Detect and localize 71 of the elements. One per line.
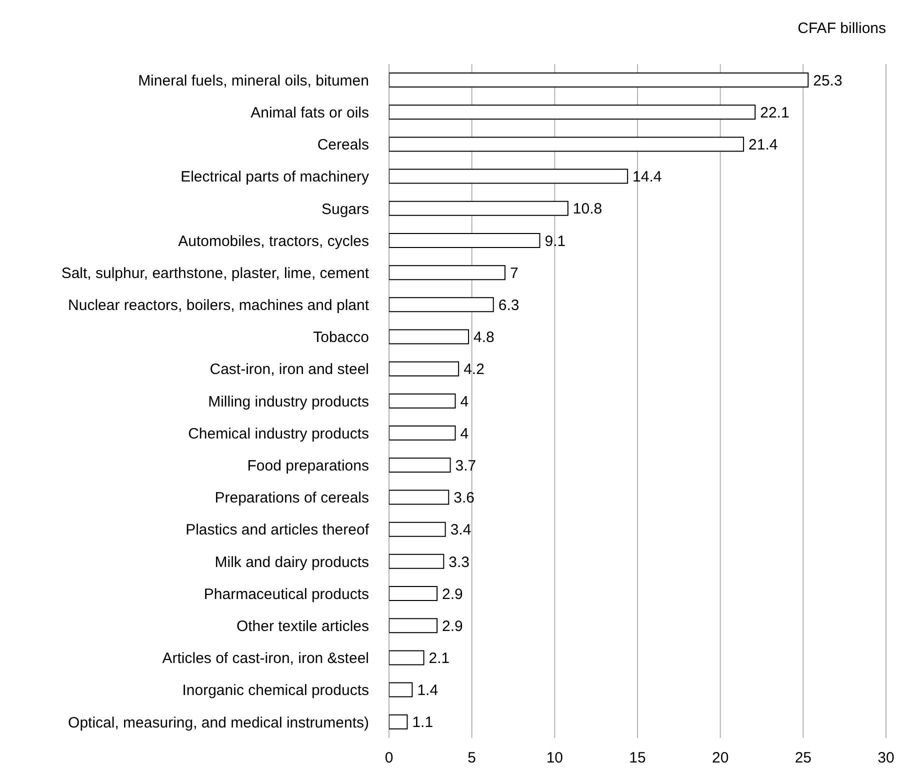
- y-tick-label: Optical, measuring, and medical instruments): [68, 714, 369, 732]
- x-tick-label: 25: [794, 750, 812, 767]
- data-label: 4.8: [474, 329, 494, 346]
- bar: [389, 136, 744, 152]
- bar: [389, 104, 756, 120]
- bar: [389, 265, 506, 280]
- bar: [389, 714, 408, 730]
- y-tick-label: Tobacco: [313, 329, 369, 346]
- data-label: 3.6: [454, 490, 474, 507]
- data-label: 21.4: [748, 136, 778, 154]
- bar: [389, 426, 456, 441]
- data-label: 2.1: [428, 650, 450, 668]
- x-tick-label: 10: [546, 750, 564, 767]
- y-tick-label: Sugars: [321, 200, 369, 218]
- bar: [389, 393, 456, 408]
- bar: [389, 490, 450, 505]
- y-tick-label: Nuclear reactors, boilers, machines and plant: [68, 297, 370, 314]
- data-label: 25.3: [813, 72, 842, 90]
- x-tick-label: 15: [629, 750, 646, 767]
- y-tick-label: Other textile articles: [236, 618, 369, 635]
- x-tick-label: 30: [878, 750, 894, 767]
- y-tick-label: Preparations of cereals: [214, 490, 369, 507]
- y-tick-label: Salt, sulphur, earthstone, plaster, lime, cement: [61, 264, 370, 282]
- bar: [389, 168, 628, 184]
- bar: [389, 522, 446, 537]
- bar: [389, 682, 413, 698]
- y-tick-label: Electrical parts of machinery: [180, 168, 370, 186]
- x-tick-label: 5: [468, 750, 476, 767]
- data-label: 3.7: [455, 457, 476, 474]
- data-label: 9.1: [544, 232, 566, 250]
- x-axis-title: CFAF billions: [798, 20, 886, 37]
- data-label: 1.4: [417, 682, 438, 700]
- y-tick-label: Articles of cast-iron, iron &steel: [162, 650, 369, 668]
- bar: [389, 329, 470, 344]
- y-tick-label: Pharmaceutical products: [204, 586, 369, 603]
- y-tick-label: Food preparations: [247, 458, 369, 475]
- y-tick-label: Cereals: [317, 136, 369, 154]
- bar: [389, 458, 451, 473]
- data-label: 10.8: [572, 200, 602, 218]
- data-label: 14.4: [632, 168, 662, 186]
- bar: [389, 200, 568, 216]
- data-label: 6.3: [498, 296, 520, 314]
- bar: [389, 586, 438, 602]
- y-tick-label: Mineral fuels, mineral oils, bitumen: [138, 72, 369, 90]
- bar: [389, 618, 438, 634]
- bar: [389, 297, 494, 312]
- y-tick-label: Cast-iron, iron and steel: [210, 361, 369, 378]
- y-tick-label: Plastics and articles thereof: [186, 522, 370, 539]
- y-tick-label: Milk and dairy products: [214, 554, 369, 571]
- data-label: 3.4: [450, 522, 472, 539]
- data-label: 2.9: [442, 586, 463, 603]
- data-label: 3.3: [448, 554, 470, 571]
- data-label: 22.1: [760, 104, 790, 122]
- x-tick-label: 0: [384, 750, 394, 767]
- y-tick-label: Milling industry products: [208, 393, 369, 410]
- bar: [389, 650, 424, 666]
- bar: [389, 554, 444, 569]
- data-label: 4.2: [464, 361, 484, 378]
- data-label: 4: [460, 393, 469, 410]
- y-tick-label: Automobiles, tractors, cycles: [178, 232, 369, 250]
- x-tick-label: 20: [712, 750, 729, 767]
- data-label: 7: [510, 264, 518, 282]
- y-tick-label: Chemical industry products: [188, 425, 369, 442]
- data-label: 2.9: [442, 618, 463, 635]
- data-label: 1.1: [412, 714, 434, 732]
- bar: [389, 361, 460, 376]
- bar: [389, 232, 540, 248]
- y-tick-label: Animal fats or oils: [250, 104, 369, 122]
- data-label: 4: [460, 425, 469, 442]
- bar: [389, 72, 809, 88]
- y-tick-label: Inorganic chemical products: [182, 682, 369, 700]
